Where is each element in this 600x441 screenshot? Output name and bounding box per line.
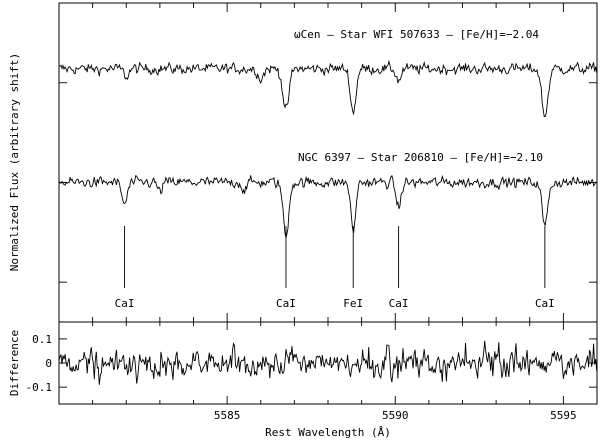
line-marker-label: CaI xyxy=(115,297,135,310)
line-marker-label: CaI xyxy=(535,297,555,310)
x-tick-label: 5590 xyxy=(382,409,409,422)
line-marker-label: CaI xyxy=(276,297,296,310)
spectrum-line-0 xyxy=(58,59,598,117)
bottom-panel-series xyxy=(58,340,598,385)
spectrum-line-1 xyxy=(58,174,597,238)
line-marker-label: FeI xyxy=(343,297,363,310)
y-tick-label: 0.1 xyxy=(32,333,52,346)
bottom-panel-frame xyxy=(58,321,598,405)
line-marker-label: CaI xyxy=(389,297,409,310)
x-tick-label: 5595 xyxy=(550,409,577,422)
series-label-omega-cen: ωCen – Star WFI 507633 – [Fe/H]=−2.04 xyxy=(294,28,539,41)
bottom-panel: 5585 5590 5595 0.1 0 -0.1 Difference Rest Wav… xyxy=(8,321,598,439)
series-label-ngc6397: NGC 6397 – Star 206810 – [Fe/H]=−2.10 xyxy=(298,151,543,164)
top-panel: CaI CaI FeI CaI CaI ωCen – Star WFI 507633 –… xyxy=(8,2,598,323)
y-tick-label: -0.1 xyxy=(26,381,53,394)
line-markers: CaI CaI FeI CaI CaI xyxy=(115,226,555,310)
y-tick-label: 0 xyxy=(45,357,52,370)
bottom-panel-ticks: 5585 5590 5595 0.1 0 -0.1 xyxy=(26,322,598,422)
top-y-axis-label: Normalized Flux (arbitrary shift) xyxy=(8,53,21,272)
bottom-y-axis-label: Difference xyxy=(8,330,21,396)
x-tick-label: 5585 xyxy=(214,409,241,422)
x-axis-label: Rest Wavelength (Å) xyxy=(265,426,391,439)
difference-line xyxy=(58,340,598,385)
top-panel-series xyxy=(58,59,598,238)
